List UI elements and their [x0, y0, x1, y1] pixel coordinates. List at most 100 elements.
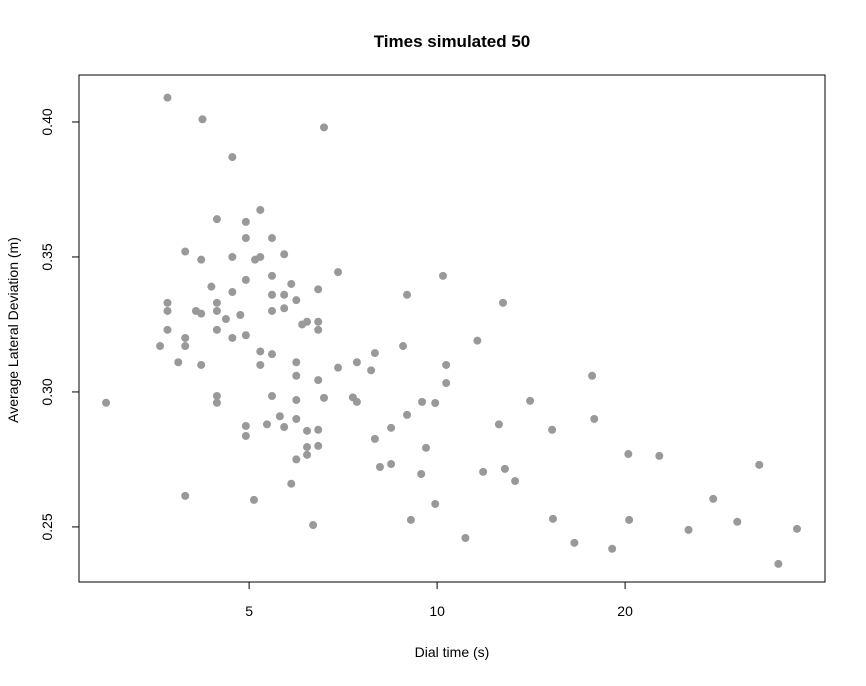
point: [314, 317, 323, 326]
point: [526, 396, 535, 405]
point: [292, 396, 301, 405]
point: [256, 205, 265, 214]
point: [624, 450, 633, 459]
point: [755, 460, 764, 469]
point: [212, 215, 221, 224]
point: [417, 470, 426, 479]
point: [163, 93, 172, 102]
point: [352, 397, 361, 406]
point: [198, 115, 207, 124]
point: [280, 290, 289, 299]
point: [102, 398, 111, 407]
point: [163, 306, 172, 315]
point: [625, 515, 634, 524]
point: [590, 414, 599, 423]
point: [181, 247, 190, 256]
point: [292, 296, 301, 305]
point: [418, 397, 427, 406]
point: [314, 376, 323, 385]
point: [473, 336, 482, 345]
point: [320, 393, 329, 402]
point: [280, 250, 289, 259]
x-tick-label: 20: [617, 603, 633, 619]
point: [268, 290, 277, 299]
point: [197, 255, 206, 264]
point: [314, 285, 323, 294]
plot-frame: [78, 74, 826, 583]
point: [709, 494, 718, 503]
point: [221, 315, 230, 324]
point: [375, 462, 384, 471]
x-tick-label: 5: [245, 603, 253, 619]
point: [733, 517, 742, 526]
point: [494, 420, 503, 429]
point: [212, 325, 221, 334]
point: [498, 298, 507, 307]
point: [774, 559, 783, 568]
point: [548, 514, 557, 523]
point: [442, 360, 451, 369]
point: [228, 333, 237, 342]
point: [241, 421, 250, 430]
point: [268, 306, 277, 315]
point: [241, 331, 250, 340]
point: [292, 358, 301, 367]
point: [181, 491, 190, 500]
point: [197, 360, 206, 369]
point: [268, 350, 277, 359]
point: [292, 371, 301, 380]
point: [256, 252, 265, 261]
point: [241, 217, 250, 226]
point: [431, 499, 440, 508]
point: [287, 479, 296, 488]
point: [287, 279, 296, 288]
point: [403, 410, 412, 419]
point: [228, 252, 237, 261]
point: [479, 467, 488, 476]
point: [303, 450, 312, 459]
point: [422, 443, 431, 452]
point: [403, 290, 412, 299]
point: [314, 441, 323, 450]
point: [303, 317, 312, 326]
point: [309, 521, 318, 530]
point: [292, 414, 301, 423]
point: [461, 533, 470, 542]
point: [608, 544, 617, 553]
point: [228, 153, 237, 162]
point: [387, 460, 396, 469]
point: [439, 271, 448, 280]
point: [370, 434, 379, 443]
point: [262, 420, 271, 429]
y-tick-label: 0.35: [39, 243, 55, 270]
point: [500, 464, 509, 473]
point: [320, 123, 329, 132]
point: [314, 325, 323, 334]
point: [570, 538, 579, 547]
point: [181, 342, 190, 351]
x-tick-label: 10: [429, 603, 445, 619]
point: [367, 366, 376, 375]
point: [163, 325, 172, 334]
point: [212, 398, 221, 407]
chart-title: Times simulated 50: [374, 32, 531, 51]
point: [684, 525, 693, 534]
point: [280, 304, 289, 313]
point: [241, 275, 250, 284]
point: [174, 358, 183, 367]
point: [314, 425, 323, 434]
point: [548, 425, 557, 434]
point: [212, 298, 221, 307]
y-tick-label: 0.40: [39, 108, 55, 135]
point: [156, 342, 165, 351]
point: [181, 333, 190, 342]
point: [370, 349, 379, 358]
point: [399, 342, 408, 351]
point: [292, 455, 301, 464]
point: [236, 311, 245, 320]
point: [431, 399, 440, 408]
x-axis-label: Dial time (s): [415, 644, 490, 660]
point: [303, 426, 312, 435]
point: [303, 443, 312, 452]
